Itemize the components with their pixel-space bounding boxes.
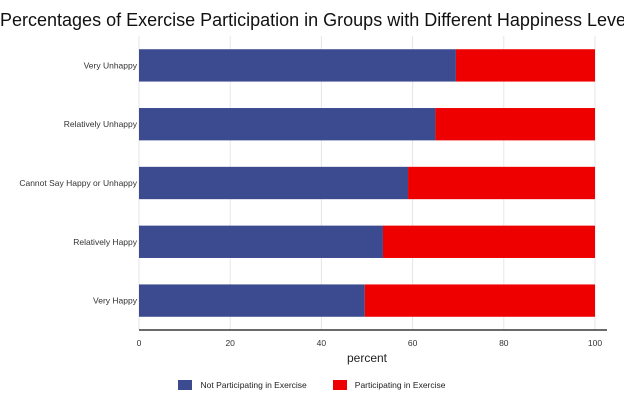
x-axis-title: percent xyxy=(346,351,388,365)
y-category-label-2: Cannot Say Happy or Unhappy xyxy=(19,178,137,188)
y-category-label-4: Very Happy xyxy=(93,296,138,306)
x-tick-label-0: 0 xyxy=(137,338,142,348)
bar-participating-3 xyxy=(382,225,595,258)
y-category-label-1: Relatively Unhappy xyxy=(64,119,138,129)
bar-not-participating-3 xyxy=(139,225,383,258)
y-category-label-3: Relatively Happy xyxy=(73,237,138,247)
bar-not-participating-2 xyxy=(139,166,409,200)
legend-swatch-participating xyxy=(332,380,347,390)
bar-not-participating-4 xyxy=(139,284,365,317)
x-tick-label-100: 100 xyxy=(588,338,602,348)
bar-participating-4 xyxy=(364,284,595,317)
bar-participating-0 xyxy=(455,49,595,82)
legend-label-not-participating: Not Participating in Exercise xyxy=(200,380,307,390)
legend-label-participating: Participating in Exercise xyxy=(354,380,446,390)
y-category-label-0: Very Unhappy xyxy=(84,60,138,70)
x-tick-label-40: 40 xyxy=(317,338,327,348)
legend: Not Participating in Exercise Participat… xyxy=(0,380,624,390)
bars xyxy=(139,49,595,317)
legend-item-not-participating: Not Participating in Exercise xyxy=(178,380,307,390)
legend-item-participating: Participating in Exercise xyxy=(332,380,446,390)
bar-not-participating-1 xyxy=(139,108,436,141)
legend-swatch-not-participating xyxy=(178,380,193,390)
x-tick-label-20: 20 xyxy=(225,338,235,348)
x-tick-label-60: 60 xyxy=(408,338,418,348)
bar-participating-2 xyxy=(408,166,595,200)
labels: 0 20 40 60 80 100 Very Unhappy Relatively Unhap… xyxy=(19,60,602,348)
x-tick-label-80: 80 xyxy=(499,338,509,348)
bar-not-participating-0 xyxy=(139,49,456,82)
chart-title: Percentages of Exercise Participation in… xyxy=(0,10,624,30)
bar-participating-1 xyxy=(435,108,595,141)
